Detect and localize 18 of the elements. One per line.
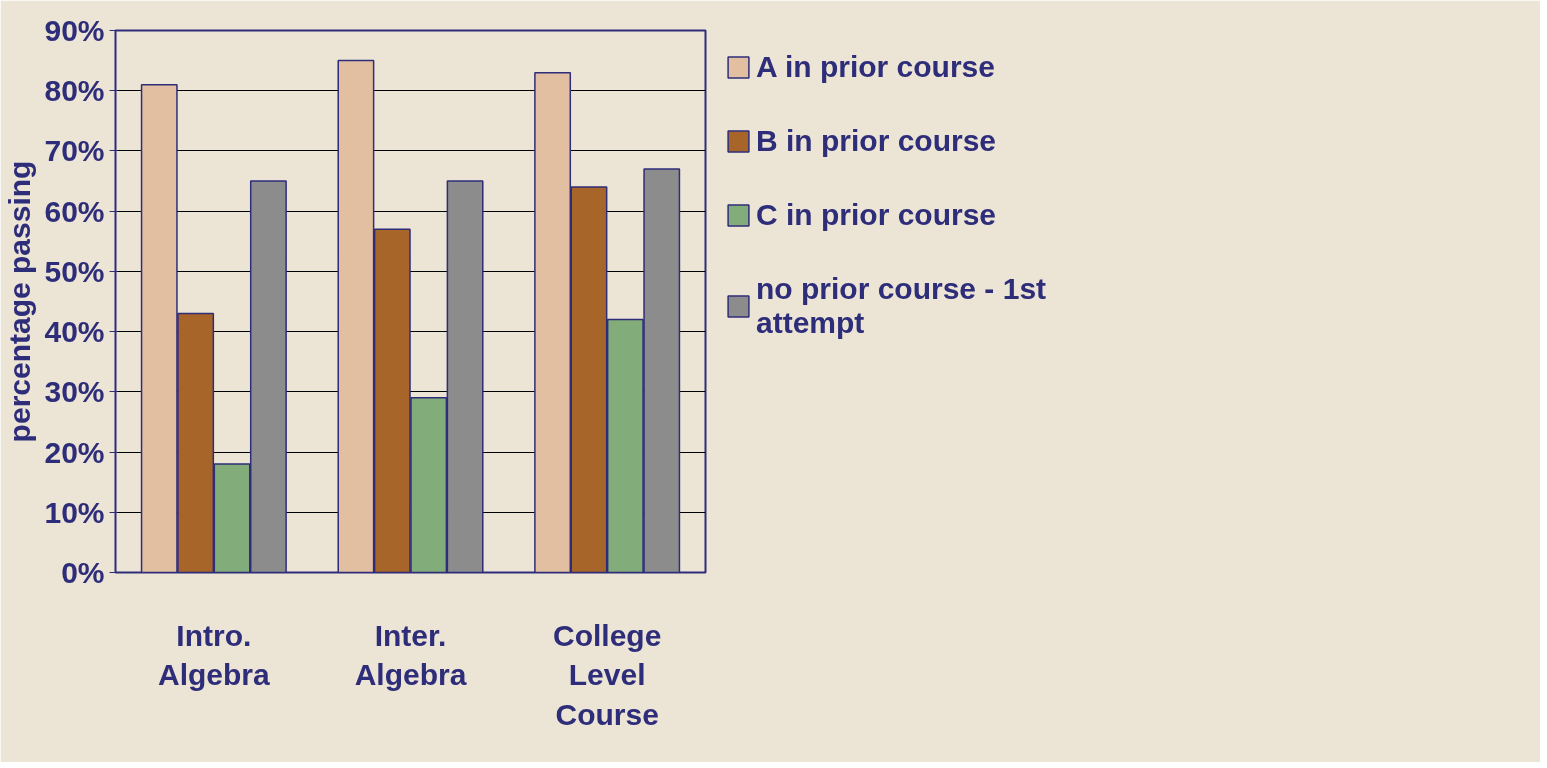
y-tick-label: 60% xyxy=(44,194,105,228)
y-tick-label: 80% xyxy=(44,74,105,108)
y-tick-label: 40% xyxy=(44,315,105,349)
y-tick-label: 0% xyxy=(61,556,105,589)
y-tick-label: 70% xyxy=(44,134,105,168)
y-tick-label: 20% xyxy=(44,435,105,469)
y-tick-label: 90% xyxy=(44,14,105,47)
y-tick-label: 10% xyxy=(44,495,105,529)
y-tick-label: 30% xyxy=(44,375,105,409)
legend-label: A in prior course xyxy=(756,50,995,84)
y-tick-label: 50% xyxy=(44,254,105,288)
x-tick-label: College Level Course xyxy=(552,618,662,731)
legend-label: C in prior course xyxy=(756,198,997,232)
legend-label: B in prior course xyxy=(756,124,997,158)
legend-label: no prior course - 1st attempt xyxy=(756,272,1047,340)
x-tick-label: Intro. Algebra xyxy=(157,618,270,692)
x-tick-label: Inter. Algebra xyxy=(354,618,467,692)
y-axis-title: percentage passing xyxy=(3,160,37,443)
